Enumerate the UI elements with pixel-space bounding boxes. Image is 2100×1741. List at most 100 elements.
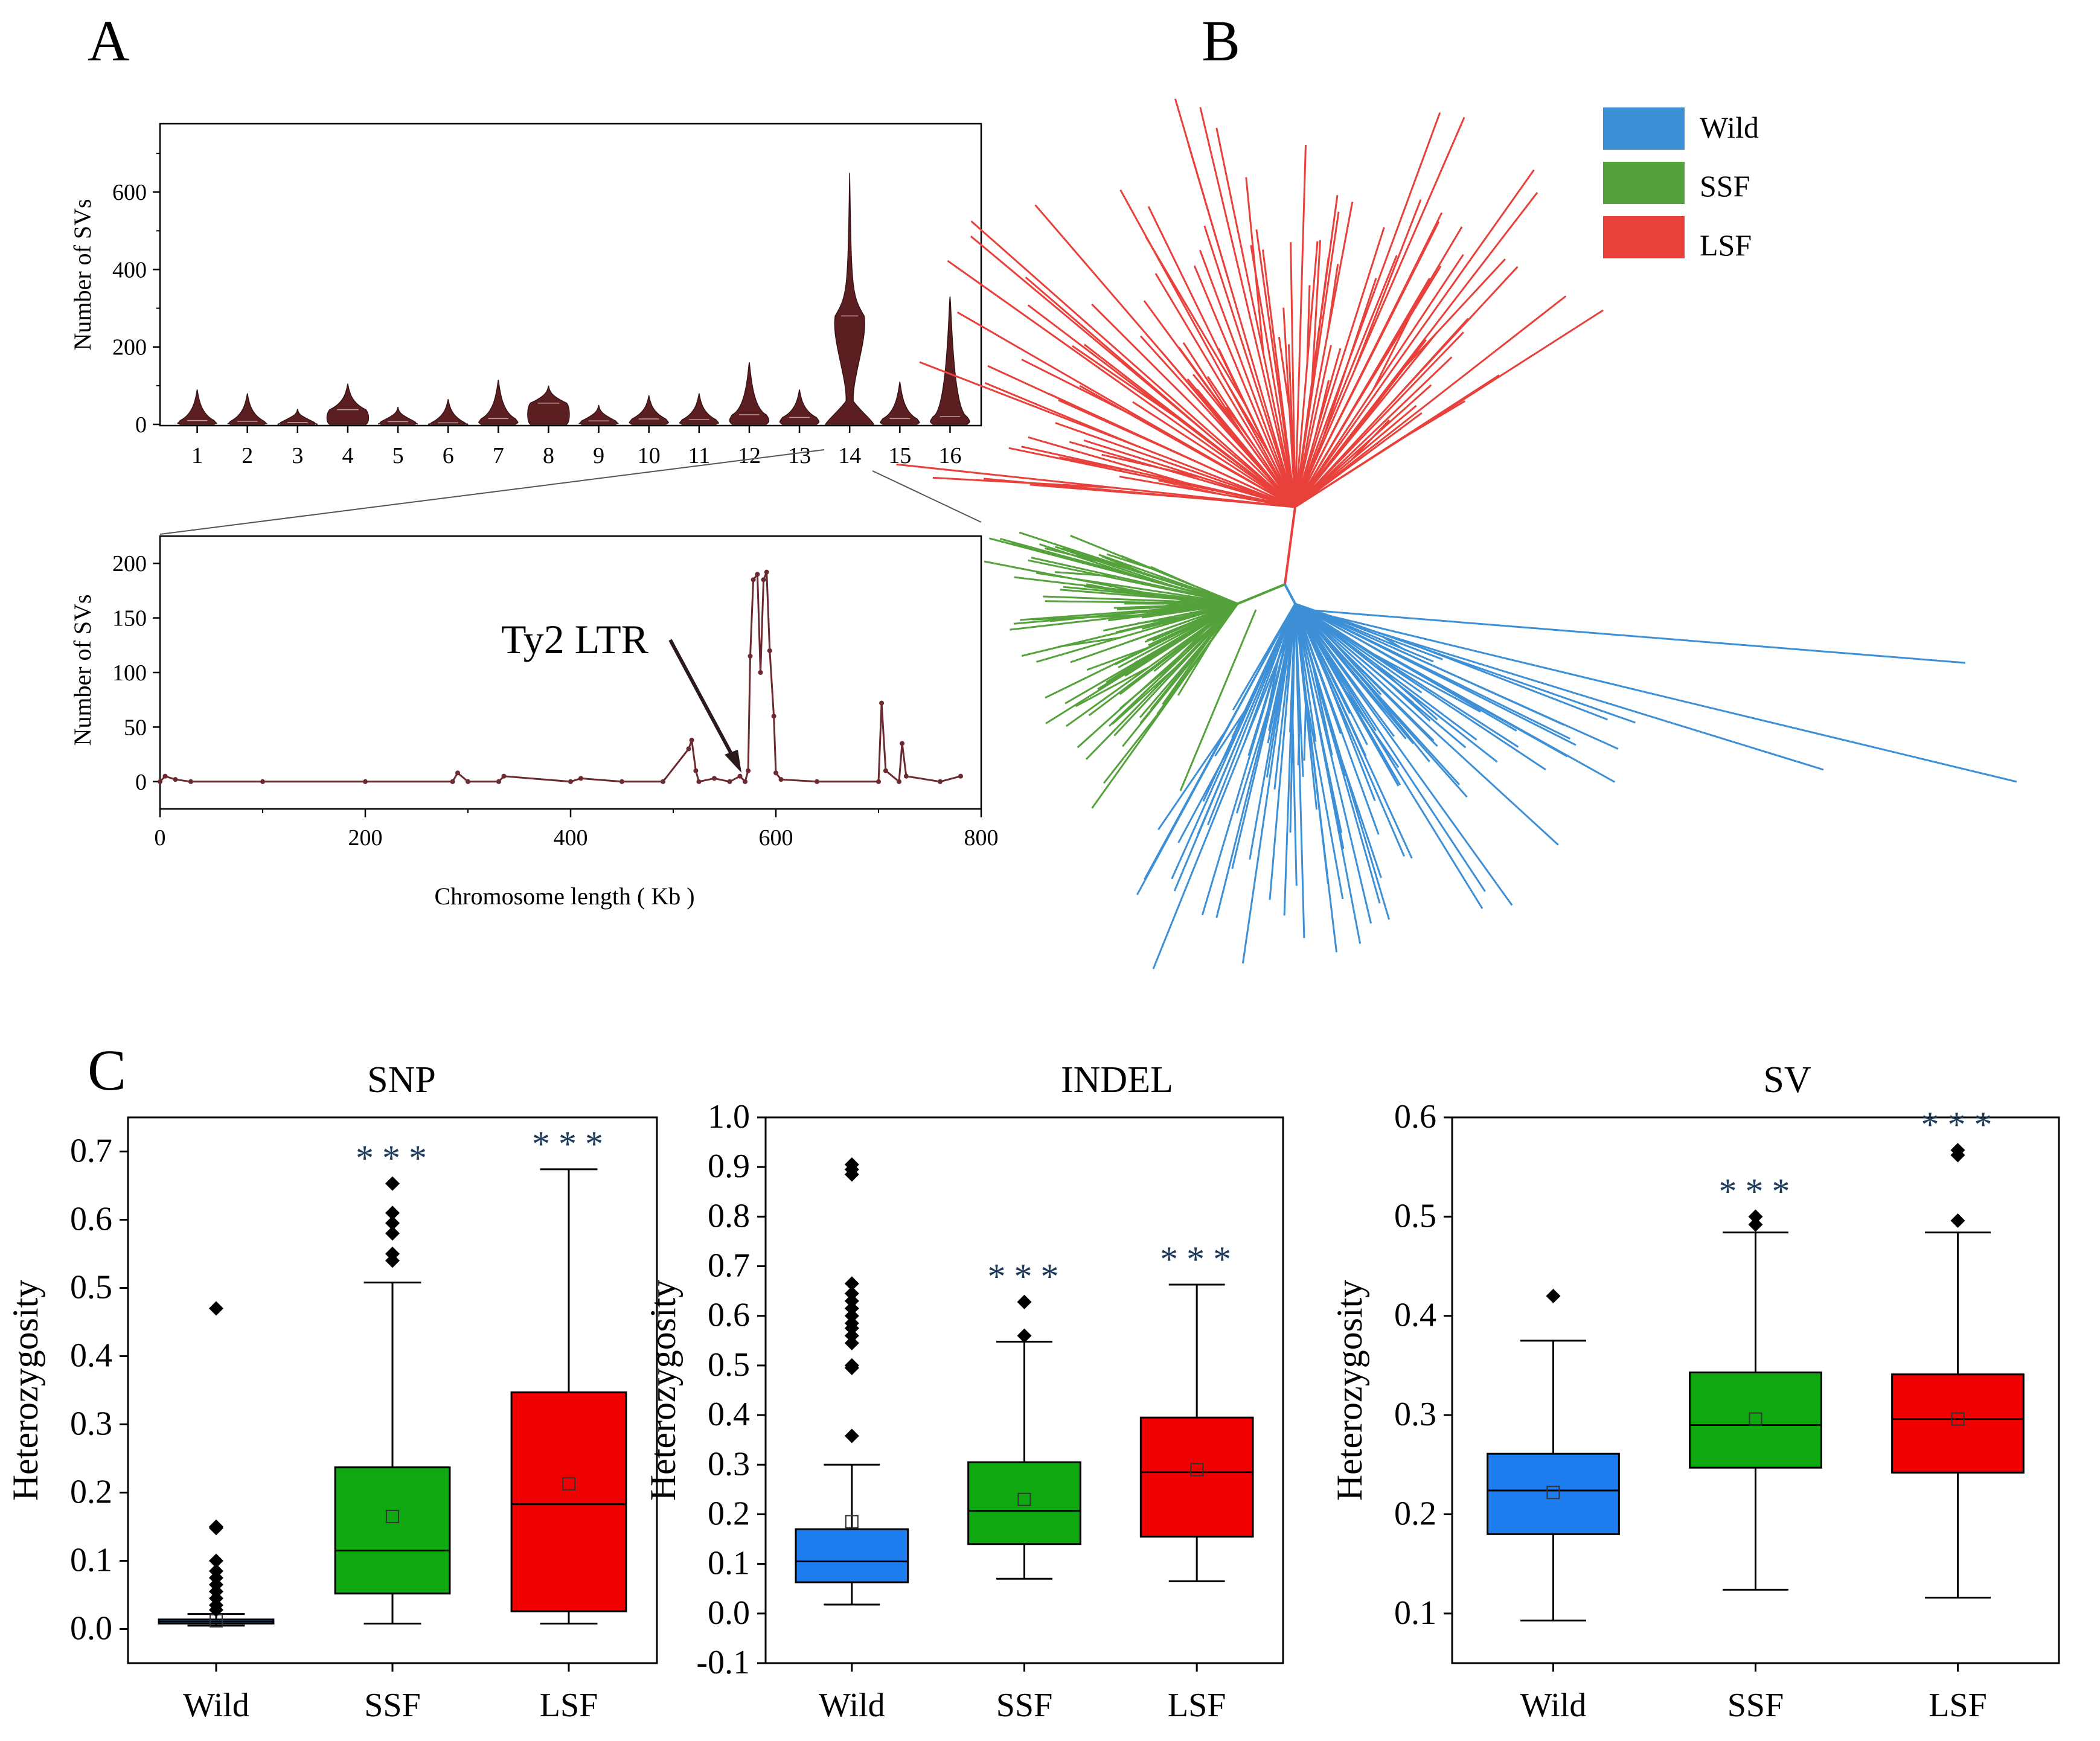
tree-lsf-branch xyxy=(1294,227,1385,508)
tree-lsf-branch xyxy=(1290,242,1296,508)
tree-ssf-branch xyxy=(1077,602,1239,749)
outlier-point xyxy=(1546,1288,1561,1303)
outlier-point xyxy=(844,1167,859,1182)
tree-wild-branch xyxy=(1294,603,1305,939)
panel-letter-b: B xyxy=(1202,8,1240,73)
x-tick-label: 14 xyxy=(838,443,861,468)
tree-lsf-branch xyxy=(1332,339,1427,461)
mean-marker xyxy=(1749,1412,1762,1426)
y-tick-label: 50 xyxy=(124,715,147,740)
tree-lsf-branch xyxy=(1294,345,1332,508)
y-tick-label: 0.9 xyxy=(708,1148,750,1185)
tree-wild-branch xyxy=(1269,603,1296,900)
series-point xyxy=(879,700,885,706)
violin-chr-11 xyxy=(679,393,720,425)
annotation-arrowhead xyxy=(725,750,741,773)
tree-wild-branch xyxy=(1303,705,1307,761)
zoom-connector-left xyxy=(159,449,825,535)
outlier-point xyxy=(209,1521,223,1536)
series-point xyxy=(455,770,460,776)
plot-frame xyxy=(159,123,982,427)
tree-lsf-branch xyxy=(970,220,1296,508)
x-tick-label: 4 xyxy=(342,443,353,468)
tree-ssf-branch xyxy=(984,560,1202,605)
plot-frame xyxy=(159,535,982,810)
violin-chr-16 xyxy=(930,296,970,425)
tree-lsf-branch xyxy=(1187,143,1229,279)
x-tick-label: Wild xyxy=(183,1687,249,1724)
tree-lsf-branch xyxy=(1072,345,1177,418)
tree-wild-branch xyxy=(1394,647,1564,726)
x-tick-label: SSF xyxy=(1727,1687,1784,1724)
y-tick-label: 0.4 xyxy=(70,1337,112,1375)
tree-ssf-branch xyxy=(1086,647,1148,671)
box-ssf xyxy=(967,1461,1081,1545)
series-point xyxy=(876,779,881,784)
tree-ssf-branch xyxy=(1045,602,1238,724)
tree-lsf-branch xyxy=(1025,276,1214,439)
tree-ssf-branch xyxy=(1054,571,1116,578)
tree-wild-branch xyxy=(1294,603,1486,892)
tree-ssf-branch xyxy=(1170,629,1206,665)
tree-ssf-branch xyxy=(1065,602,1238,727)
x-tick-label: 3 xyxy=(292,443,303,468)
series-point xyxy=(773,770,778,776)
y-ticks: 0 50 100 150 200 xyxy=(112,551,160,795)
y-axis-label: Number of SVs xyxy=(69,199,96,350)
x-tick-label: 6 xyxy=(443,443,454,468)
box-lsf xyxy=(510,1391,627,1612)
tree-wild-branch xyxy=(1297,609,1484,909)
tree-lsf-branch xyxy=(1278,336,1291,410)
tree-wild-branch xyxy=(1268,659,1285,731)
legend-swatch-ssf xyxy=(1603,162,1685,204)
tree-ssf-branch xyxy=(1150,566,1193,586)
tree-lsf-branch xyxy=(1294,356,1453,508)
tree-lsf-branch xyxy=(1101,453,1202,479)
y-tick-label: 0.0 xyxy=(70,1610,112,1647)
outlier-point xyxy=(385,1253,400,1268)
tree-wild-branch xyxy=(1304,609,1966,664)
tree-lsf-branch xyxy=(1294,144,1307,508)
mean-marker xyxy=(1017,1492,1031,1506)
tree-wild-branch xyxy=(1294,603,1407,740)
violin-chr-10 xyxy=(629,395,669,425)
y-tick-label: -0.1 xyxy=(696,1644,750,1681)
tree-lsf-branch xyxy=(1294,254,1464,508)
tree-wild-branch xyxy=(1295,602,1568,758)
chart-c-indel: INDEL Heterozygosity -0.1 0.0 0.1 0.2 0.3 0.4 0.… xyxy=(643,1059,1284,1724)
legend-label-wild: Wild xyxy=(1700,110,1759,144)
violin-chr-3 xyxy=(277,409,318,426)
tree-wild-branch xyxy=(1328,660,1394,773)
x-tick-label: 400 xyxy=(554,825,588,851)
tree-lsf-branch xyxy=(1310,240,1322,400)
tree-lsf-branch xyxy=(1029,484,1205,500)
tree-ssf-stem xyxy=(1237,583,1285,605)
tree-ssf-branch xyxy=(1013,602,1238,625)
box-lsf xyxy=(1139,1416,1254,1538)
violin-chr-13 xyxy=(779,389,820,425)
violin-chr-9 xyxy=(578,404,619,425)
tree-lsf-branch xyxy=(1091,303,1296,508)
series-point xyxy=(619,779,624,784)
tree-lsf-branch xyxy=(1294,384,1432,508)
tree-wild-branch xyxy=(1294,603,1468,798)
tree-lsf-branch xyxy=(1199,107,1296,508)
tree-ssf-branch xyxy=(1098,554,1238,605)
mean-marker xyxy=(1190,1463,1204,1477)
tree-lsf-branch xyxy=(1250,244,1296,508)
series-point xyxy=(568,779,573,784)
y-tick-label: 0.2 xyxy=(1394,1495,1436,1532)
significance-stars: *** xyxy=(988,1257,1068,1297)
tree-ssf-branch xyxy=(1112,667,1176,725)
tree-lsf-branch xyxy=(1327,264,1339,335)
x-tick-label: 16 xyxy=(938,443,961,468)
panel-letter-a: A xyxy=(88,8,129,73)
violin-chr-12 xyxy=(729,362,770,425)
box-wild xyxy=(795,1528,909,1583)
series-point xyxy=(771,714,776,719)
y-tick-label: 0.3 xyxy=(1394,1396,1436,1433)
tree-ssf-branch xyxy=(1106,631,1190,683)
x-tick-label: 200 xyxy=(348,825,383,851)
tree-wild-branch xyxy=(1294,603,1513,906)
